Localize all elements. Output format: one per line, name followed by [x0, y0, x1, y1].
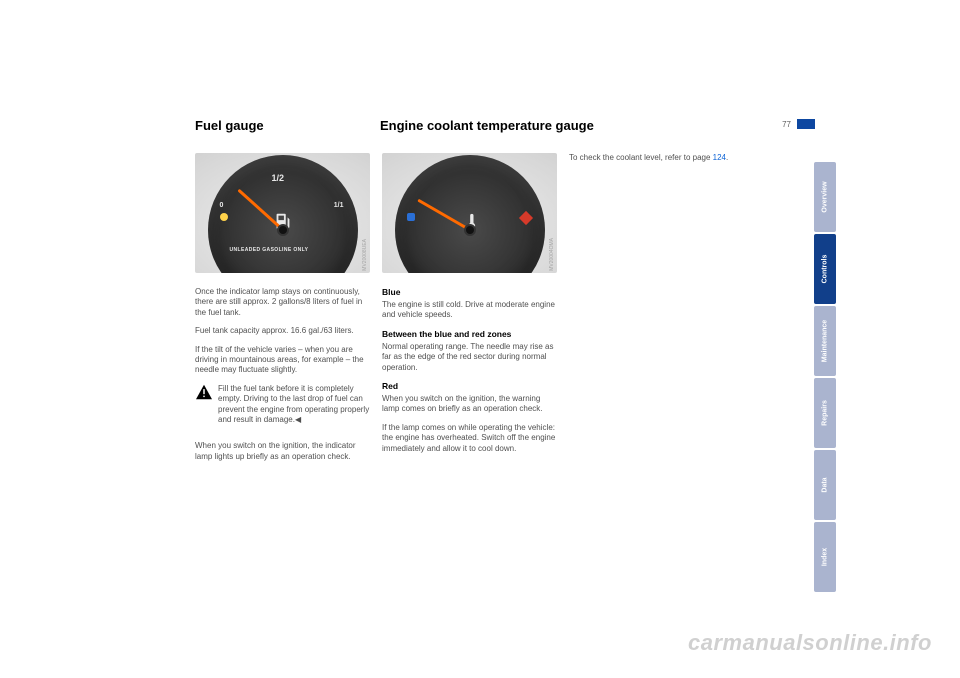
manual-page: Fuel gauge Engine coolant temperature ga… — [195, 118, 765, 470]
subheading-red: Red — [382, 381, 557, 392]
tab-repairs[interactable]: Repairs — [814, 378, 836, 448]
column-coolant-gauge: MV20004OMA Blue The engine is still cold… — [382, 153, 557, 470]
body-text: When you switch on the ignition, the ind… — [195, 441, 370, 462]
body-text: Normal operating range. The needle may r… — [382, 342, 557, 373]
body-text: If the lamp comes on while operating the… — [382, 423, 557, 454]
content-columns: 0 1/2 1/1 UNLEADED GASOLINE ONLY MV20008… — [195, 153, 765, 470]
gauge-label-0: 0 — [220, 201, 224, 210]
headings-row: Fuel gauge Engine coolant temperature ga… — [195, 118, 765, 133]
gauge-label-full: 1/1 — [334, 201, 344, 210]
gauge-label-half: 1/2 — [272, 173, 285, 185]
page-link-124[interactable]: 124 — [713, 153, 726, 162]
subheading-blue: Blue — [382, 287, 557, 298]
coolant-hot-icon — [518, 211, 532, 225]
body-text: The engine is still cold. Drive at moder… — [382, 300, 557, 321]
fuel-gauge-figure: 0 1/2 1/1 UNLEADED GASOLINE ONLY MV20008… — [195, 153, 370, 273]
column-fuel-gauge: 0 1/2 1/1 UNLEADED GASOLINE ONLY MV20008… — [195, 153, 370, 470]
body-text: If the tilt of the vehicle varies – when… — [195, 345, 370, 376]
subheading-between: Between the blue and red zones — [382, 329, 557, 340]
heading-coolant-gauge: Engine coolant temperature gauge — [380, 118, 594, 133]
section-tabs: Overview Controls Maintenance Repairs Da… — [814, 162, 836, 594]
figure-credit: MV20008UEA — [362, 239, 369, 271]
figure-credit: MV20004OMA — [549, 238, 556, 271]
coolant-cold-icon — [407, 213, 415, 221]
page-number: 77 — [782, 120, 791, 129]
warning-block: Fill the fuel tank before it is complete… — [195, 384, 370, 434]
body-text: When you switch on the ignition, the war… — [382, 394, 557, 415]
tab-overview[interactable]: Overview — [814, 162, 836, 232]
tab-controls[interactable]: Controls — [814, 234, 836, 304]
watermark: carmanualsonline.info — [688, 630, 932, 656]
tab-maintenance[interactable]: Maintenance — [814, 306, 836, 376]
body-text: To check the coolant level, refer to pag… — [569, 153, 744, 163]
heading-fuel-gauge: Fuel gauge — [195, 118, 380, 133]
body-text: Once the indicator lamp stays on continu… — [195, 287, 370, 318]
tab-data[interactable]: Data — [814, 450, 836, 520]
column-coolant-ref: To check the coolant level, refer to pag… — [569, 153, 744, 470]
fuel-low-indicator-icon — [220, 213, 228, 221]
coolant-gauge-figure: MV20004OMA — [382, 153, 557, 273]
body-text: Fuel tank capacity approx. 16.6 gal./63 … — [195, 326, 370, 336]
warning-triangle-icon — [195, 384, 213, 400]
page-number-bar — [797, 119, 815, 129]
tab-index[interactable]: Index — [814, 522, 836, 592]
gauge-label-sub: UNLEADED GASOLINE ONLY — [230, 247, 309, 254]
warning-text: Fill the fuel tank before it is complete… — [218, 384, 370, 426]
